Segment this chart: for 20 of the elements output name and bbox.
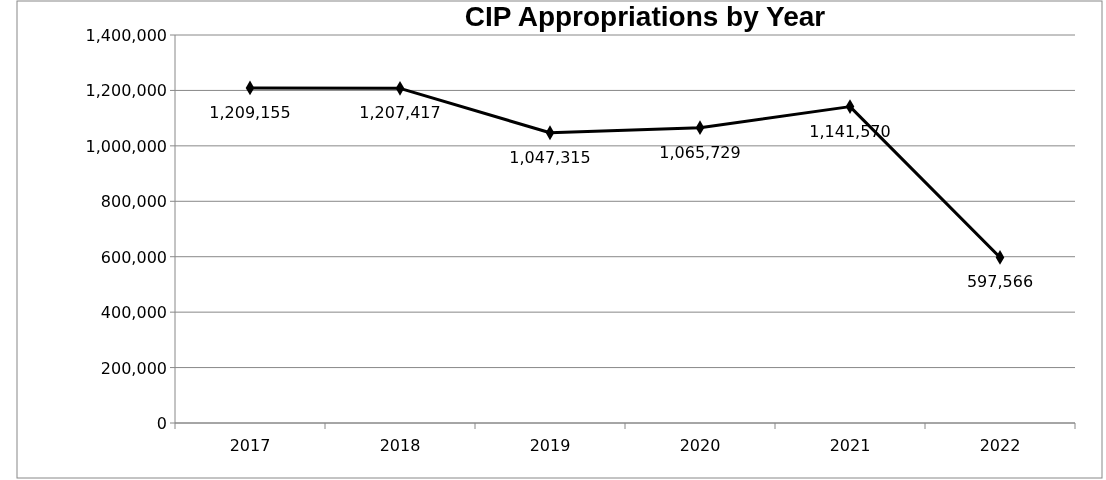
y-tick-label: 400,000: [100, 303, 167, 323]
x-tick-label: 2018: [379, 436, 421, 455]
x-tick-label: 2020: [679, 436, 721, 455]
data-label: 1,209,155: [209, 102, 291, 122]
x-tick-label: 2017: [229, 436, 271, 455]
y-tick-label: 800,000: [100, 192, 167, 212]
y-tick-label: 600,000: [100, 247, 167, 267]
data-label: 1,065,729: [659, 142, 741, 162]
x-tick-label: 2022: [979, 436, 1021, 455]
chart-title: CIP Appropriations by Year: [464, 1, 826, 32]
data-label: 1,047,315: [509, 147, 591, 167]
data-label: 1,207,417: [359, 103, 441, 123]
data-label: 597,566: [966, 272, 1034, 292]
y-tick-label: 1,000,000: [85, 136, 167, 156]
x-tick-label: 2021: [829, 436, 871, 455]
y-tick-label: 200,000: [100, 358, 167, 378]
y-tick-label: 1,400,000: [85, 26, 167, 45]
x-tick-label: 2019: [529, 436, 571, 455]
y-tick-label: 1,200,000: [85, 81, 167, 101]
y-tick-label: 0: [156, 414, 167, 433]
